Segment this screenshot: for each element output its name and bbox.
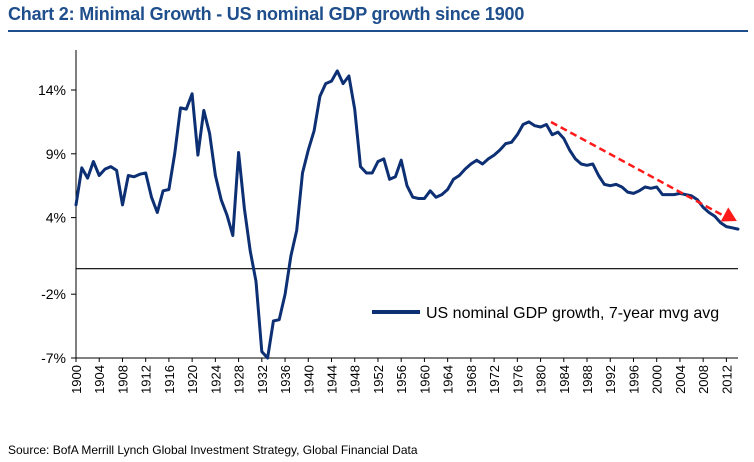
x-tick-label: 1920 <box>185 365 200 394</box>
x-tick-label: 1916 <box>162 365 177 394</box>
title-divider <box>8 30 748 32</box>
trend-arrow-head <box>720 207 737 222</box>
x-tick-label: 1952 <box>371 365 386 394</box>
x-tick-label: 1988 <box>580 365 595 394</box>
x-axis: 1900 1904 1908 1912 1916 1920 1924 1928 1932 1936… <box>69 357 738 394</box>
legend: US nominal GDP growth, 7-year mvg avg <box>372 305 719 322</box>
x-tick-label: 1992 <box>603 365 618 394</box>
x-tick-label: 1964 <box>441 365 456 394</box>
source-note: Source: BofA Merrill Lynch Global Invest… <box>8 443 418 457</box>
legend-label: US nominal GDP growth, 7-year mvg avg <box>426 305 719 322</box>
x-tick-label: 1940 <box>301 365 316 394</box>
x-tick-label: 1976 <box>510 365 525 394</box>
y-axis: -7% -2% 4% 9% 14% <box>38 50 77 366</box>
y-tick-label: 4% <box>46 210 66 226</box>
series-group <box>74 69 740 360</box>
series-line <box>74 69 740 360</box>
x-tick-label: 2004 <box>673 365 688 394</box>
trend-arrow-line <box>550 120 729 220</box>
x-tick-label: 1980 <box>534 365 549 394</box>
x-tick-label: 1932 <box>255 365 270 394</box>
x-tick-label: 1936 <box>278 365 293 394</box>
x-tick-label: 1968 <box>464 365 479 394</box>
chart-title: Chart 2: Minimal Growth - US nominal GDP… <box>8 4 525 24</box>
x-tick-label: 1984 <box>557 365 572 394</box>
x-tick-label: 1996 <box>626 365 641 394</box>
x-tick-label: 1944 <box>325 365 340 394</box>
x-tick-label: 1928 <box>232 365 247 394</box>
x-tick-label: 1924 <box>208 365 223 394</box>
x-tick-label: 2000 <box>650 365 665 394</box>
y-tick-label: -2% <box>41 286 66 302</box>
trend-arrow-group <box>550 120 737 222</box>
y-tick-label: 14% <box>38 82 66 98</box>
x-tick-label: 1900 <box>69 365 84 394</box>
x-tick-label: 1960 <box>417 365 432 394</box>
x-tick-label: 1956 <box>394 365 409 394</box>
gdp-growth-chart: -7%-2%4%9%14% 1900 1904 1908 1912 1916 1920 19… <box>38 50 740 394</box>
y-tick-label: -7% <box>41 350 66 366</box>
x-tick-label: 1948 <box>348 365 363 394</box>
x-tick-label: 2012 <box>719 365 734 394</box>
y-tick-label: 9% <box>46 146 66 162</box>
x-tick-label: 1904 <box>92 365 107 394</box>
x-tick-label: 1912 <box>139 365 154 394</box>
x-tick-label: 1908 <box>115 365 130 394</box>
x-tick-label: 2008 <box>696 365 711 394</box>
x-tick-label: 1972 <box>487 365 502 394</box>
